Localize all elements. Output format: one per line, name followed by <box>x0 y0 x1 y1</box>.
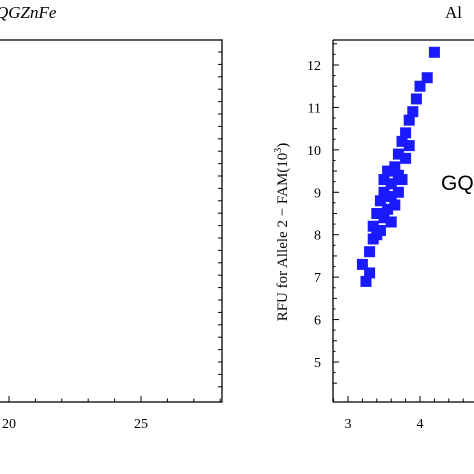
right-axis-ticks: 5 6 7 8 9 10 11 12 3 4 <box>307 43 464 432</box>
data-point <box>414 80 426 92</box>
data-point <box>396 135 408 147</box>
right-y-tick-label: 7 <box>314 271 321 286</box>
right-y-axis-label: RFU for Allele 2 − FAM(103) <box>273 143 291 322</box>
left-axis-ticks: 20 25 <box>2 51 222 432</box>
right-x-tick-label: 4 <box>417 417 424 432</box>
data-point <box>360 275 372 287</box>
data-point <box>374 195 386 207</box>
data-point <box>385 216 397 228</box>
data-point <box>385 191 397 203</box>
data-point <box>378 212 390 224</box>
data-point <box>400 127 412 139</box>
data-point <box>396 174 408 186</box>
y-label-end: ) <box>275 143 291 148</box>
right-y-tick-label: 10 <box>307 144 321 159</box>
data-point <box>378 186 390 198</box>
data-point <box>378 174 390 186</box>
data-point <box>364 267 376 279</box>
data-point <box>374 224 386 236</box>
right-x-tick-label: 3 <box>345 417 352 432</box>
data-point <box>382 203 394 215</box>
right-data-points <box>356 46 440 287</box>
y-label-main: RFU for Allele 2 − FAM(10 <box>275 153 291 322</box>
data-point <box>356 258 368 270</box>
data-point <box>403 114 415 126</box>
data-point <box>428 46 440 58</box>
right-chart-title: Al <box>445 3 462 22</box>
y-label-superscript: 3 <box>273 148 284 153</box>
chart-annotation: GQ <box>441 172 474 195</box>
data-point <box>385 178 397 190</box>
data-point <box>367 220 379 232</box>
data-point <box>364 246 376 258</box>
data-point <box>421 72 433 84</box>
right-y-tick-label: 9 <box>314 186 321 201</box>
data-point <box>382 165 394 177</box>
data-point <box>392 186 404 198</box>
left-x-tick-label: 25 <box>134 417 148 432</box>
data-point <box>389 199 401 211</box>
right-y-tick-label: 5 <box>314 356 321 371</box>
data-point <box>403 140 415 152</box>
right-y-tick-label: 6 <box>314 314 321 329</box>
data-point <box>392 148 404 160</box>
data-point <box>371 208 383 219</box>
left-chart-title: QGZnFe <box>0 3 57 22</box>
left-plot-frame <box>0 39 223 403</box>
right-y-tick-label: 11 <box>308 101 321 116</box>
right-y-tick-label: 8 <box>314 229 321 244</box>
data-point <box>407 106 419 118</box>
data-point <box>389 161 401 173</box>
left-x-tick-label: 20 <box>2 417 16 432</box>
data-point <box>400 152 412 164</box>
right-y-tick-label: 12 <box>307 59 321 74</box>
data-point <box>410 93 422 105</box>
